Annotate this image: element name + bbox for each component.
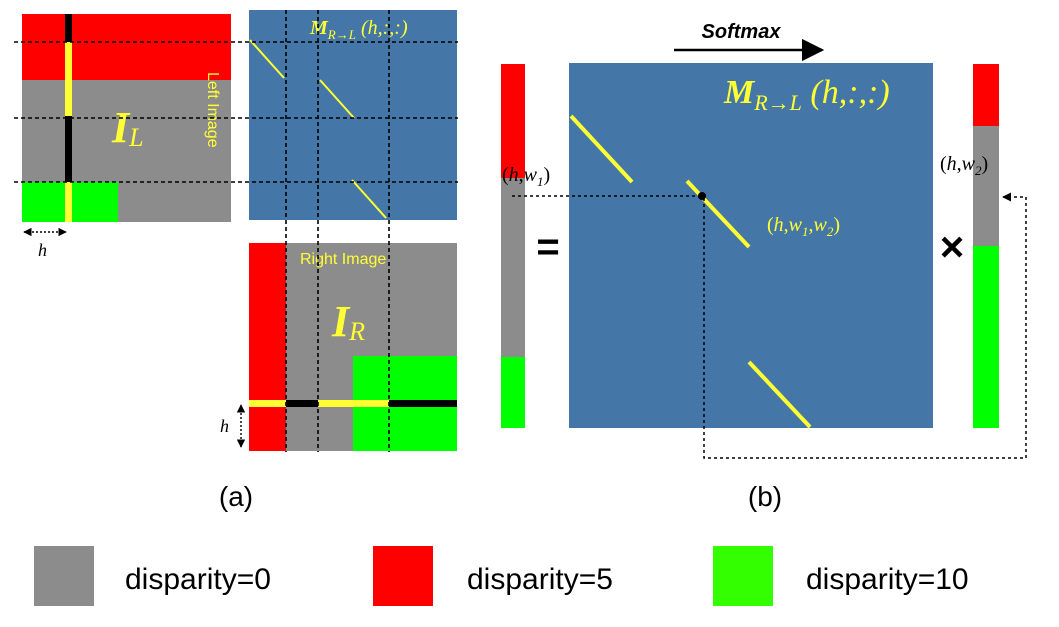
connector-entry-to-right-vector — [703, 192, 1027, 459]
entry-label: (h,w1,w2) — [767, 214, 840, 239]
times-sign: × — [940, 223, 965, 270]
guide-lines — [14, 10, 458, 452]
caption-a: (a) — [219, 481, 253, 512]
right-image: Right Image IR — [249, 243, 457, 451]
softmax-label: Softmax — [702, 21, 782, 43]
right-h-indicator: h — [220, 404, 246, 448]
caption-b: (b) — [748, 481, 782, 512]
left-image-symbol: IL — [111, 103, 144, 152]
left-vector-label: (h,w1) — [502, 164, 550, 189]
right-image-top-label: Right Image — [300, 251, 386, 268]
right-h-label: h — [220, 416, 229, 436]
right-vector-green — [973, 246, 999, 428]
equals-sign: = — [536, 225, 559, 269]
attention-map-large-diag-2 — [685, 179, 751, 249]
attention-map-large-diag-1 — [569, 114, 634, 184]
connector-lines — [512, 192, 1027, 459]
left-vector-green — [501, 357, 525, 428]
legend-label-disparity-5: disparity=5 — [467, 563, 613, 596]
softmax-indicator: Softmax — [674, 21, 825, 62]
right-image-red-region — [249, 243, 286, 451]
legend-swatch-disparity-5 — [373, 546, 433, 606]
attention-map-small: MR→L (h,:,:) — [249, 10, 457, 220]
legend-label-disparity-10: disparity=10 — [806, 563, 969, 596]
legend-swatch-disparity-10 — [713, 546, 773, 606]
panel-b: Softmax = MR→L (h,:,:) (h,w1,w2) (h,w1) … — [501, 21, 1027, 512]
left-image-column-black — [65, 14, 72, 222]
right-vector-label: (h,w2) — [940, 153, 988, 178]
left-vector-red — [501, 64, 525, 178]
attention-map-large-diag-3 — [747, 360, 812, 429]
attention-map-small-diag-1 — [249, 39, 285, 79]
left-image-column-yellow-2 — [65, 182, 72, 222]
attention-map-small-bg — [249, 10, 457, 220]
left-vector — [501, 64, 525, 428]
right-vector-gray — [973, 126, 999, 246]
right-vector — [973, 64, 999, 428]
left-vector-gray — [501, 178, 525, 357]
left-h-indicator: h — [23, 227, 67, 260]
attention-map-large-title: MR→L (h,:,:) — [723, 74, 890, 115]
attention-map-large: MR→L (h,:,:) (h,w1,w2) — [569, 63, 933, 429]
left-image-side-label: Left Image — [204, 72, 221, 148]
panel-a: IL Left Image h MR→L (h,:,:) Right Image… — [14, 10, 458, 512]
left-image-column-yellow-1 — [65, 42, 72, 116]
right-vector-red — [973, 64, 999, 126]
attention-map-small-diag-2 — [319, 79, 355, 119]
right-image-symbol: IR — [331, 297, 365, 346]
right-image-row-yellow-2 — [318, 400, 389, 407]
legend: disparity=0 disparity=5 disparity=10 — [34, 546, 969, 606]
left-h-label: h — [38, 240, 47, 260]
legend-swatch-disparity-0 — [34, 546, 94, 606]
left-image-red-region — [22, 14, 231, 80]
legend-label-disparity-0: disparity=0 — [125, 563, 271, 596]
attention-map-large-bg — [569, 63, 933, 428]
attention-map-small-title: MR→L (h,:,:) — [309, 17, 408, 42]
right-image-row-yellow-1 — [249, 400, 286, 407]
attention-map-small-diag-3 — [351, 179, 387, 219]
